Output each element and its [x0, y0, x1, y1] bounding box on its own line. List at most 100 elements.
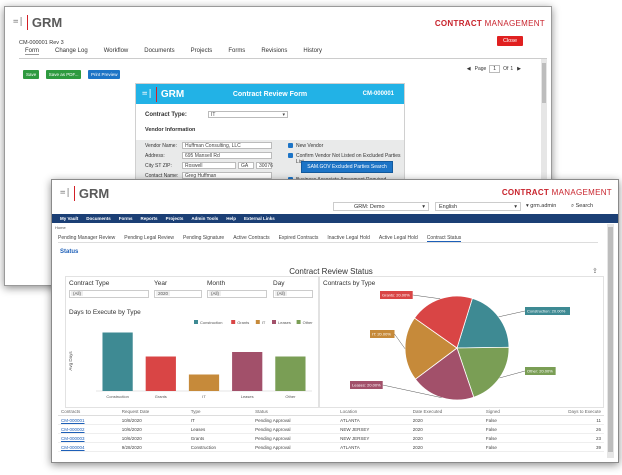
city-label: City ST ZIP:	[145, 163, 172, 169]
scroll-thumb[interactable]	[608, 227, 613, 452]
col-date-executed[interactable]: Date Executed	[409, 407, 483, 416]
tab-revisions[interactable]: Revisions	[261, 48, 288, 54]
signed-cell: False	[482, 433, 525, 443]
legend-swatch	[231, 320, 236, 324]
location-cell: ATLANTA	[337, 415, 410, 425]
table-row: CM-000001 10/8/2020 IT Pending Approval …	[58, 415, 604, 425]
nav-help[interactable]: Help	[226, 216, 237, 221]
language-select[interactable]: English ▾	[435, 202, 521, 211]
bar-it[interactable]	[188, 374, 220, 392]
contract-type-select[interactable]: IT ▾	[208, 111, 288, 118]
bar-construction[interactable]	[102, 332, 133, 392]
bar-grants[interactable]	[145, 356, 176, 392]
sam-search-button[interactable]: SAM.GOV Excluded Parties Search	[301, 161, 393, 173]
nav-external-links[interactable]: External Links	[244, 216, 275, 221]
chevron-down-icon: ▾	[422, 204, 425, 210]
org-select[interactable]: GRM: Demo ▾	[333, 202, 429, 211]
slice-it[interactable]	[404, 317, 458, 380]
tab-pending-legal-review[interactable]: Pending Legal Review	[124, 235, 175, 241]
bar-leases[interactable]	[232, 352, 263, 391]
form-toolbar: Save Save as PDF... Print Preview	[23, 63, 122, 81]
pie-label-box	[380, 291, 413, 299]
user-menu[interactable]: ▾ grm.admin	[526, 203, 556, 209]
nav-admin-tools[interactable]: Admin Tools	[191, 216, 219, 221]
col-days-to-execute[interactable]: Days to Execute	[524, 407, 604, 416]
new-vendor-label: New Vendor	[296, 143, 324, 149]
nav-reports[interactable]: Reports	[140, 216, 158, 221]
col-status[interactable]: Status	[252, 407, 338, 416]
save-button[interactable]: Save	[23, 70, 40, 79]
search-button[interactable]: ⌕ Search	[571, 203, 593, 210]
confirm-vendor-checkbox[interactable]	[288, 153, 293, 158]
filter-month[interactable]: (All)	[207, 290, 267, 298]
slice-other[interactable]	[456, 346, 510, 398]
scrollbar[interactable]	[541, 59, 547, 281]
pie-leader-line	[412, 294, 441, 300]
contract-type-label: Contract Type:	[145, 112, 187, 118]
tab-pending-manager-review[interactable]: Pending Manager Review	[58, 235, 116, 241]
tab-active-contracts[interactable]: Active Contracts	[233, 235, 270, 241]
contract-link[interactable]: CM-000002	[58, 424, 119, 434]
nav-forms[interactable]: Forms	[118, 216, 133, 221]
tab-form[interactable]: Form	[25, 48, 39, 55]
tab-pending-signature[interactable]: Pending Signature	[183, 235, 225, 241]
tab-change-log[interactable]: Change Log	[55, 48, 88, 54]
col-signed[interactable]: Signed	[482, 407, 525, 416]
tab-documents[interactable]: Documents	[144, 48, 175, 54]
vendor-name-field[interactable]: Huffman Consulting, LLC	[182, 142, 272, 149]
request-date-cell: 9/28/2020	[118, 442, 188, 452]
col-contracts[interactable]: Contracts	[58, 407, 119, 416]
new-vendor-checkbox[interactable]	[288, 143, 293, 148]
app-brand: CONTRACT MANAGEMENT	[501, 188, 612, 197]
slice-grants[interactable]	[413, 295, 473, 349]
chevron-down-icon: ▾	[526, 203, 529, 209]
share-icon[interactable]: ⇪	[592, 268, 598, 275]
status-cell: Pending Approval	[252, 415, 338, 425]
contract-link[interactable]: CM-000004	[58, 442, 119, 452]
col-type[interactable]: Type	[187, 407, 253, 416]
slice-construction[interactable]	[456, 297, 510, 349]
status-tabs: Pending Manager Review Pending Legal Rev…	[58, 235, 470, 242]
vendor-name-label: Vendor Name:	[145, 143, 177, 149]
tab-active-legal-hold[interactable]: Active Legal Hold	[378, 235, 418, 241]
pie-label-box	[525, 307, 570, 315]
filter-day[interactable]: (All)	[273, 290, 313, 298]
contract-link[interactable]: CM-000001	[58, 415, 119, 425]
col-location[interactable]: Location	[337, 407, 410, 416]
request-date-cell: 10/6/2020	[118, 424, 188, 434]
col-request-date[interactable]: Request Date	[118, 407, 188, 416]
scroll-thumb[interactable]	[542, 63, 546, 103]
contract-link[interactable]: CM-000003	[58, 433, 119, 443]
city-field[interactable]: Roswell	[182, 162, 236, 169]
close-button[interactable]: Close	[496, 36, 523, 46]
tab-workflow[interactable]: Workflow	[103, 48, 129, 54]
tab-contract-status[interactable]: Contract Status	[426, 235, 462, 242]
nav-documents[interactable]: Documents	[86, 216, 111, 221]
tab-forms[interactable]: Forms	[228, 48, 246, 54]
print-preview-button[interactable]: Print Preview	[87, 70, 121, 79]
filter-contract-type[interactable]: (All)	[69, 290, 149, 298]
nav-projects[interactable]: Projects	[165, 216, 184, 221]
first-page-icon[interactable]: ◀	[466, 66, 471, 72]
slice-leases[interactable]	[414, 347, 475, 401]
tab-inactive-legal-hold[interactable]: Inactive Legal Hold	[327, 235, 370, 241]
address-field[interactable]: 695 Mansell Rd	[182, 152, 272, 159]
scrollbar[interactable]	[607, 224, 614, 458]
tab-expired-contracts[interactable]: Expired Contracts	[278, 235, 319, 241]
state-select[interactable]: GA	[238, 162, 254, 169]
breadcrumb[interactable]: Home	[55, 225, 66, 230]
zip-field[interactable]: 30076	[256, 162, 273, 169]
tab-history[interactable]: History	[303, 48, 322, 54]
save-as-pdf-button[interactable]: Save as PDF...	[45, 70, 82, 79]
contact-field[interactable]: Greg Huffman	[182, 172, 272, 179]
next-page-icon[interactable]: ▶	[517, 66, 521, 72]
tab-projects[interactable]: Projects	[190, 48, 213, 54]
pie-label: Construction: 20.00%	[527, 309, 566, 314]
date-executed-cell: 2020	[409, 415, 483, 425]
x-tick-label: Construction	[106, 394, 128, 399]
nav-my-vault[interactable]: My Vault	[60, 216, 79, 221]
bar-other[interactable]	[275, 356, 306, 392]
filter-year[interactable]: 2020	[154, 290, 202, 298]
page-input[interactable]: 1	[489, 65, 501, 73]
legend-label: Construction	[200, 320, 222, 325]
